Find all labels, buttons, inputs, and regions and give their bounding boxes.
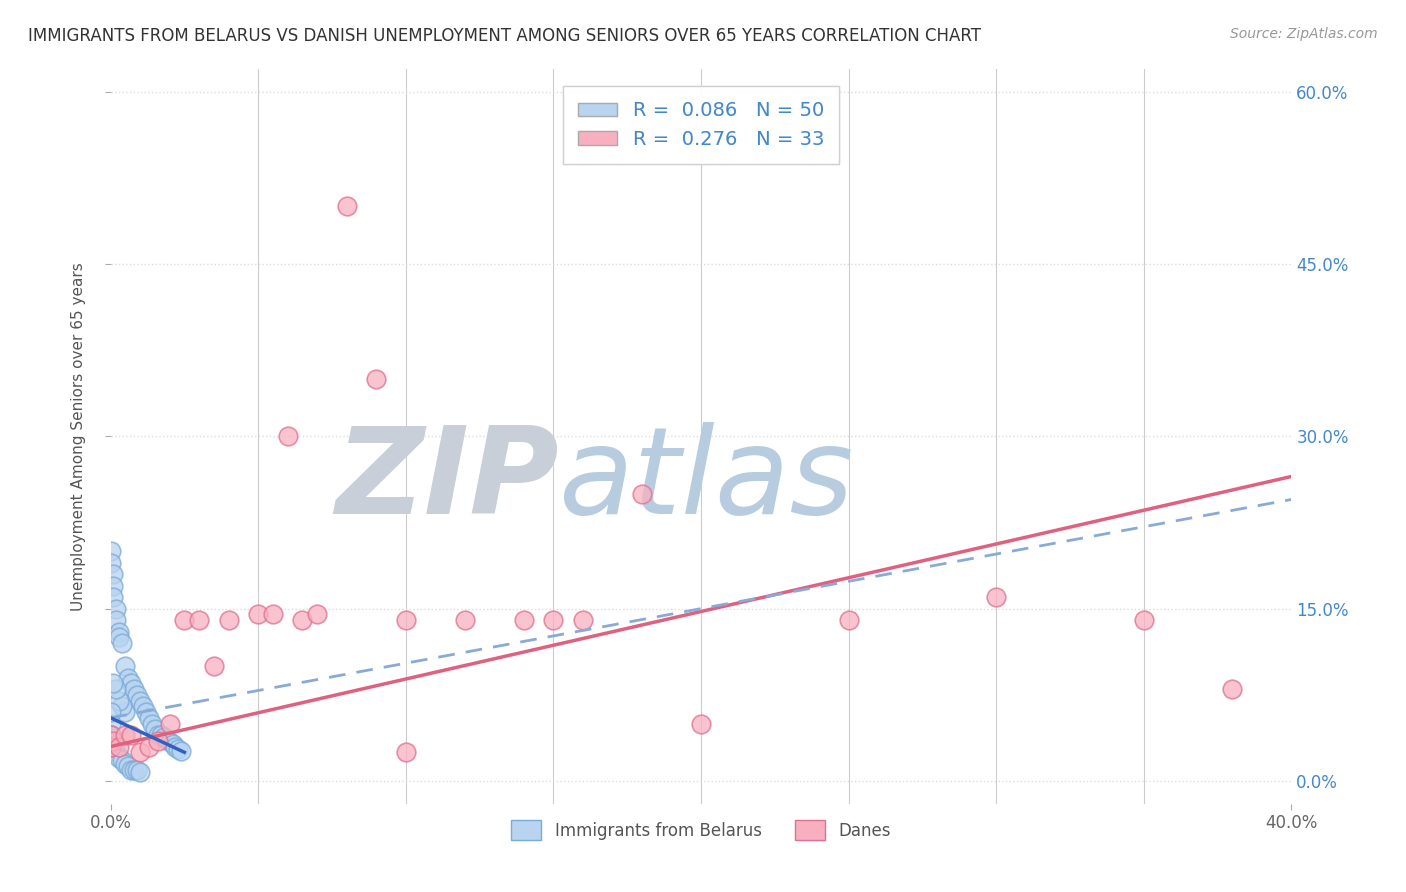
Point bbox=[135, 705, 157, 719]
Point bbox=[146, 733, 169, 747]
Point bbox=[167, 741, 190, 756]
Point bbox=[105, 681, 128, 696]
Point bbox=[141, 716, 163, 731]
Point bbox=[127, 688, 149, 702]
Text: Source: ZipAtlas.com: Source: ZipAtlas.com bbox=[1230, 27, 1378, 41]
Point bbox=[291, 613, 314, 627]
Point bbox=[103, 567, 125, 582]
Point bbox=[129, 745, 152, 759]
Point bbox=[162, 737, 184, 751]
Point bbox=[103, 579, 125, 593]
Point bbox=[165, 739, 187, 754]
Point bbox=[454, 613, 477, 627]
Point bbox=[103, 733, 125, 747]
Point bbox=[100, 544, 122, 558]
Text: atlas: atlas bbox=[560, 422, 855, 539]
Point bbox=[103, 739, 125, 754]
Point bbox=[838, 613, 860, 627]
Point bbox=[129, 764, 152, 779]
Point bbox=[117, 759, 139, 773]
Point bbox=[395, 745, 418, 759]
Point bbox=[336, 199, 359, 213]
Point bbox=[159, 716, 181, 731]
Point bbox=[170, 744, 193, 758]
Point bbox=[395, 613, 418, 627]
Point bbox=[1133, 613, 1156, 627]
Point bbox=[117, 671, 139, 685]
Point bbox=[100, 728, 122, 742]
Point bbox=[690, 716, 713, 731]
Point bbox=[143, 723, 166, 737]
Point bbox=[513, 613, 536, 627]
Point bbox=[152, 731, 174, 745]
Point bbox=[105, 745, 128, 759]
Point bbox=[543, 613, 565, 627]
Point bbox=[188, 613, 211, 627]
Point bbox=[105, 601, 128, 615]
Point bbox=[100, 739, 122, 754]
Point bbox=[572, 613, 595, 627]
Text: ZIP: ZIP bbox=[336, 422, 560, 539]
Point bbox=[100, 739, 122, 754]
Point bbox=[111, 753, 134, 767]
Point bbox=[247, 607, 270, 622]
Point bbox=[111, 699, 134, 714]
Text: IMMIGRANTS FROM BELARUS VS DANISH UNEMPLOYMENT AMONG SENIORS OVER 65 YEARS CORRE: IMMIGRANTS FROM BELARUS VS DANISH UNEMPL… bbox=[28, 27, 981, 45]
Point bbox=[103, 590, 125, 604]
Point bbox=[129, 693, 152, 707]
Point bbox=[986, 590, 1008, 604]
Point bbox=[108, 739, 131, 754]
Point bbox=[146, 728, 169, 742]
Point bbox=[100, 728, 122, 742]
Point bbox=[100, 556, 122, 570]
Point bbox=[277, 429, 299, 443]
Point bbox=[218, 613, 240, 627]
Point bbox=[149, 728, 172, 742]
Point bbox=[100, 716, 122, 731]
Point bbox=[105, 613, 128, 627]
Point bbox=[262, 607, 284, 622]
Point bbox=[111, 636, 134, 650]
Point bbox=[108, 624, 131, 639]
Point bbox=[1222, 681, 1244, 696]
Point bbox=[120, 676, 142, 690]
Point bbox=[100, 728, 122, 742]
Point bbox=[307, 607, 329, 622]
Point bbox=[100, 705, 122, 719]
Point bbox=[173, 613, 195, 627]
Point bbox=[138, 739, 160, 754]
Point bbox=[114, 756, 136, 771]
Point bbox=[120, 763, 142, 777]
Point bbox=[138, 711, 160, 725]
Point bbox=[132, 699, 155, 714]
Point bbox=[114, 659, 136, 673]
Point bbox=[156, 732, 179, 747]
Point bbox=[103, 676, 125, 690]
Point bbox=[114, 705, 136, 719]
Point bbox=[120, 728, 142, 742]
Point bbox=[108, 693, 131, 707]
Point bbox=[108, 751, 131, 765]
Point bbox=[114, 728, 136, 742]
Point bbox=[127, 763, 149, 777]
Point bbox=[122, 763, 145, 777]
Y-axis label: Unemployment Among Seniors over 65 years: Unemployment Among Seniors over 65 years bbox=[72, 262, 86, 611]
Point bbox=[202, 659, 225, 673]
Point bbox=[631, 486, 654, 500]
Point bbox=[122, 681, 145, 696]
Legend: R =  0.086   N = 50, R =  0.276   N = 33: R = 0.086 N = 50, R = 0.276 N = 33 bbox=[562, 86, 839, 164]
Point bbox=[108, 631, 131, 645]
Point bbox=[366, 372, 388, 386]
Point bbox=[159, 735, 181, 749]
